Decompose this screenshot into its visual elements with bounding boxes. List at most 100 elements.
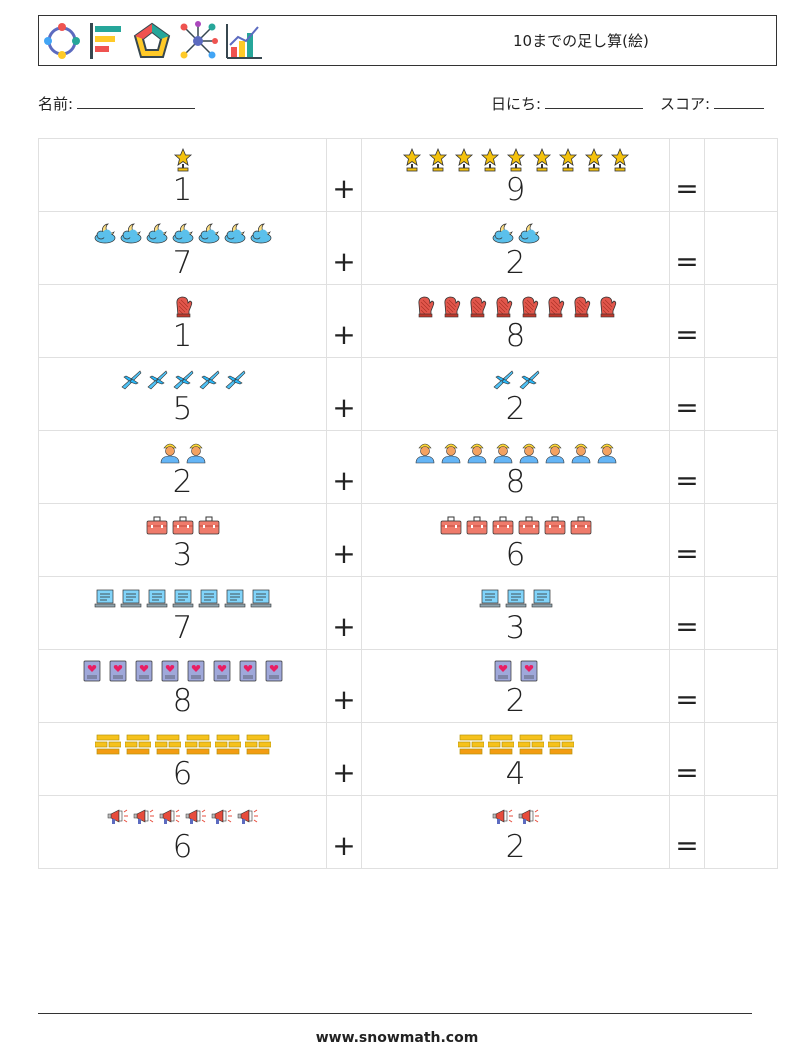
worksheet-header: 10までの足し算(絵) bbox=[38, 15, 777, 66]
oven-mitt-icon bbox=[466, 294, 488, 322]
score-label: スコア: bbox=[660, 95, 711, 113]
gold-bars-icon bbox=[94, 732, 121, 760]
equals-sign-cell: = bbox=[669, 649, 705, 723]
trophy-icon bbox=[479, 147, 501, 176]
left-operand-number: 7 bbox=[172, 610, 193, 646]
right-operand-number: 2 bbox=[505, 683, 526, 719]
toolbox-icon bbox=[146, 513, 168, 541]
name-label: 名前: bbox=[38, 95, 74, 113]
left-operand-cell: 7 bbox=[38, 576, 327, 650]
plus-sign-cell: + bbox=[326, 138, 362, 212]
name-field[interactable]: 名前: bbox=[38, 93, 196, 114]
answer-cell[interactable] bbox=[704, 211, 778, 285]
bar-list-icon bbox=[90, 23, 121, 59]
date-blank[interactable] bbox=[545, 94, 644, 109]
cloud-moon-icon bbox=[492, 221, 514, 249]
right-icon-group bbox=[362, 369, 669, 395]
equals-sign: = bbox=[675, 756, 699, 789]
plus-sign-cell: + bbox=[326, 795, 362, 869]
answer-cell[interactable] bbox=[704, 138, 778, 212]
right-operand-cell: 8 bbox=[361, 430, 670, 504]
problem-row: 1 +8 = bbox=[38, 284, 778, 358]
airplane-icon bbox=[172, 367, 194, 395]
answer-cell[interactable] bbox=[704, 503, 778, 577]
equals-sign: = bbox=[675, 245, 699, 278]
laptop-list-icon bbox=[479, 586, 501, 614]
answer-cell[interactable] bbox=[704, 357, 778, 431]
problem-row: 7 +3 = bbox=[38, 576, 778, 650]
right-icon-group bbox=[362, 807, 669, 833]
plus-sign: + bbox=[332, 537, 356, 570]
plus-sign-cell: + bbox=[326, 722, 362, 796]
equals-sign-cell: = bbox=[669, 138, 705, 212]
heart-book-icon bbox=[159, 659, 181, 687]
date-field[interactable]: 日にち: bbox=[491, 93, 644, 114]
plus-sign: + bbox=[332, 464, 356, 497]
left-icon-group bbox=[39, 369, 326, 395]
left-icon-group bbox=[39, 588, 326, 614]
left-operand-cell: 1 bbox=[38, 284, 327, 358]
laptop-list-icon bbox=[146, 586, 168, 614]
answer-cell[interactable] bbox=[704, 722, 778, 796]
plus-sign-cell: + bbox=[326, 284, 362, 358]
left-operand-cell: 8 bbox=[38, 649, 327, 723]
answer-cell[interactable] bbox=[704, 430, 778, 504]
answer-cell[interactable] bbox=[704, 284, 778, 358]
left-operand-cell: 3 bbox=[38, 503, 327, 577]
right-operand-cell: 2 bbox=[361, 649, 670, 723]
oven-mitt-icon bbox=[414, 294, 436, 322]
cloud-moon-icon bbox=[224, 221, 246, 249]
equals-sign-cell: = bbox=[669, 722, 705, 796]
worker-icon bbox=[492, 440, 514, 468]
network-icon bbox=[180, 21, 218, 59]
plus-sign-cell: + bbox=[326, 357, 362, 431]
score-field[interactable]: スコア: bbox=[660, 93, 765, 114]
trophy-icon bbox=[557, 147, 579, 176]
toolbox-icon bbox=[518, 513, 540, 541]
laptop-list-icon bbox=[120, 586, 142, 614]
equals-sign: = bbox=[675, 610, 699, 643]
equals-sign: = bbox=[675, 829, 699, 862]
right-operand-number: 4 bbox=[505, 756, 526, 792]
plus-sign: + bbox=[332, 245, 356, 278]
score-blank[interactable] bbox=[714, 94, 765, 109]
laptop-list-icon bbox=[198, 586, 220, 614]
right-operand-cell: 2 bbox=[361, 211, 670, 285]
plus-sign: + bbox=[332, 318, 356, 351]
gold-bars-icon bbox=[457, 732, 484, 760]
name-blank[interactable] bbox=[77, 94, 196, 109]
airplane-icon bbox=[492, 367, 514, 395]
gold-bars-icon bbox=[487, 732, 514, 760]
heart-book-icon bbox=[492, 659, 514, 687]
answer-cell[interactable] bbox=[704, 649, 778, 723]
gold-bars-icon bbox=[214, 732, 241, 760]
heart-book-icon bbox=[211, 659, 233, 687]
left-operand-number: 2 bbox=[172, 464, 193, 500]
plus-sign-cell: + bbox=[326, 503, 362, 577]
left-operand-cell: 2 bbox=[38, 430, 327, 504]
oven-mitt-icon bbox=[172, 294, 194, 322]
answer-cell[interactable] bbox=[704, 576, 778, 650]
problem-grid: 1 +9 = 7 +2 = 1 +8 = 5 +2 = 2 +8 = 3 +6 = 7 +3 = 8 +2 = 6 +4 = 6 +2 = bbox=[38, 138, 778, 869]
toolbox-icon bbox=[440, 513, 462, 541]
left-operand-number: 5 bbox=[172, 391, 193, 427]
toolbox-icon bbox=[544, 513, 566, 541]
trophy-icon bbox=[609, 147, 631, 176]
plus-sign: + bbox=[332, 683, 356, 716]
cloud-moon-icon bbox=[198, 221, 220, 249]
trophy-icon bbox=[453, 147, 475, 176]
equals-sign: = bbox=[675, 537, 699, 570]
problem-row: 5 +2 = bbox=[38, 357, 778, 431]
plus-sign: + bbox=[332, 391, 356, 424]
left-operand-cell: 6 bbox=[38, 722, 327, 796]
answer-cell[interactable] bbox=[704, 795, 778, 869]
gold-bars-icon bbox=[244, 732, 271, 760]
trophy-icon bbox=[427, 147, 449, 176]
megaphone-icon bbox=[107, 805, 129, 833]
right-operand-number: 2 bbox=[505, 391, 526, 427]
airplane-icon bbox=[518, 367, 540, 395]
equals-sign: = bbox=[675, 172, 699, 205]
heart-book-icon bbox=[81, 659, 103, 687]
right-operand-cell: 3 bbox=[361, 576, 670, 650]
right-icon-group bbox=[362, 223, 669, 249]
